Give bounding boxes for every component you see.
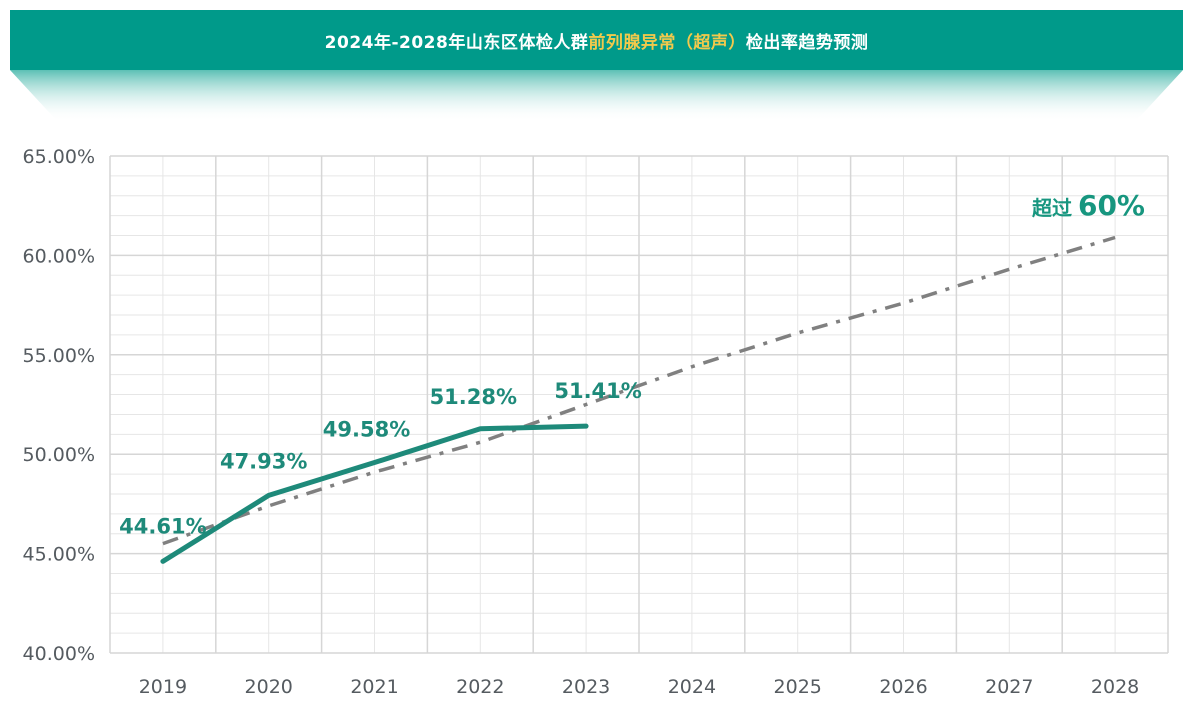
x-tick-label: 2021 (350, 676, 398, 698)
data-label: 44.61% (119, 514, 206, 538)
data-label: 47.93% (220, 449, 307, 473)
x-tick-label: 2024 (668, 676, 716, 698)
y-tick-label: 65.00% (23, 146, 95, 168)
title-banner: 2024年-2028年山东区体检人群前列腺异常（超声）检出率趋势预测 (10, 10, 1183, 70)
y-tick-label: 40.00% (23, 643, 95, 665)
data-label: 49.58% (323, 418, 410, 442)
chart-title: 2024年-2028年山东区体检人群前列腺异常（超声）检出率趋势预测 (324, 32, 869, 53)
title-highlight: 前列腺异常（超声） (588, 32, 746, 53)
x-tick-label: 2028 (1091, 676, 1139, 698)
x-tick-label: 2022 (456, 676, 504, 698)
y-tick-label: 45.00% (23, 544, 95, 566)
y-tick-label: 55.00% (23, 345, 95, 367)
data-label: 51.41% (554, 379, 641, 403)
x-tick-label: 2026 (879, 676, 927, 698)
y-tick-label: 60.00% (23, 245, 95, 267)
trend-forecast-line (162, 235, 1116, 546)
data-label: 51.28% (430, 385, 517, 409)
y-axis-ticks: 40.00% 45.00% 50.00% 55.00% 60.00% 65.00% (23, 146, 95, 665)
forecast-annotation: 超过 60% (1031, 189, 1145, 222)
x-tick-label: 2023 (562, 676, 610, 698)
x-tick-label: 2025 (774, 676, 822, 698)
x-tick-label: 2027 (985, 676, 1033, 698)
x-tick-label: 2019 (139, 676, 187, 698)
x-axis-ticks: 2019 2020 2021 2022 2023 2024 2025 2026 2027 2028 (139, 676, 1140, 698)
data-labels: 44.61% 47.93% 49.58% 51.28% 51.41% (119, 379, 642, 538)
major-gridlines (109, 155, 1169, 654)
banner-shadow (10, 70, 1183, 122)
y-tick-label: 50.00% (23, 444, 95, 466)
series-lines (160, 235, 1116, 564)
x-tick-label: 2020 (245, 676, 293, 698)
